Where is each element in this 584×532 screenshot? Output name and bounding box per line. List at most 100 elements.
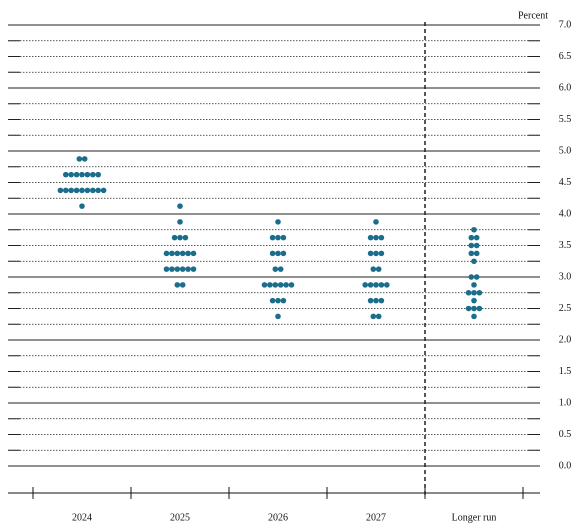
dot — [269, 297, 276, 304]
dot — [473, 242, 480, 249]
dot-group — [370, 266, 382, 272]
dot — [179, 250, 186, 257]
dot — [375, 313, 382, 320]
x-tick-label: Longer run — [452, 512, 497, 523]
dot — [280, 297, 287, 304]
dot-group — [63, 171, 101, 178]
dot — [84, 187, 91, 194]
dot-group — [362, 282, 390, 288]
dot — [174, 282, 181, 288]
dot-group — [269, 234, 287, 241]
dot — [468, 242, 475, 249]
dot-group — [465, 305, 483, 312]
dot — [280, 250, 287, 257]
dot — [76, 156, 83, 162]
dot — [471, 258, 477, 265]
dot — [63, 187, 69, 194]
dot — [57, 187, 64, 194]
dot — [471, 289, 477, 296]
dot-group — [471, 258, 477, 265]
dot — [185, 250, 191, 257]
dot — [179, 282, 186, 288]
dot — [373, 297, 379, 304]
dot — [275, 297, 281, 304]
dot — [367, 250, 374, 257]
dot — [177, 234, 183, 241]
dot-group — [269, 297, 287, 304]
dot — [171, 234, 178, 241]
y-tick-label: 0.5 — [559, 429, 572, 440]
dot-group — [471, 297, 477, 304]
dot-group — [471, 226, 477, 233]
dot — [370, 313, 377, 320]
dot-group — [367, 234, 385, 241]
dot — [79, 203, 85, 209]
dot — [471, 305, 477, 312]
dot — [471, 282, 477, 288]
dot — [95, 171, 101, 178]
dot-group — [76, 156, 88, 162]
dot-group — [367, 297, 385, 304]
y-axis-label: Percent — [518, 10, 548, 21]
dot — [90, 171, 96, 178]
dot-group — [177, 219, 183, 225]
dot-group — [177, 203, 183, 209]
y-tick-label: 6.5 — [559, 51, 572, 62]
y-tick-label: 4.5 — [559, 177, 572, 188]
dot — [185, 266, 191, 272]
y-tick-label: 3.5 — [559, 240, 572, 251]
dot-group — [468, 242, 480, 249]
dot — [275, 234, 281, 241]
x-tick-label: 2026 — [268, 512, 288, 523]
dot-group — [373, 219, 379, 225]
dot — [90, 187, 96, 194]
dot — [179, 266, 186, 272]
dot — [373, 250, 379, 257]
dot — [373, 234, 379, 241]
dot-group — [367, 250, 385, 257]
x-tick-label: 2027 — [366, 512, 386, 523]
y-tick-label: 2.0 — [559, 334, 572, 345]
dot-group — [465, 289, 483, 296]
dot-group — [468, 274, 480, 280]
dot-group — [468, 234, 480, 241]
dot — [384, 282, 390, 288]
dot — [468, 250, 475, 257]
y-tick-label: 3.0 — [559, 271, 572, 282]
dot-group — [261, 282, 295, 288]
dot — [373, 282, 379, 288]
dot — [174, 266, 181, 272]
dot-group — [471, 313, 477, 320]
dot-group — [269, 250, 287, 257]
dot — [378, 234, 385, 241]
dot — [261, 282, 268, 288]
dot — [468, 274, 475, 280]
x-tick-label: 2024 — [72, 512, 92, 523]
dot-group — [275, 313, 281, 320]
dot — [177, 219, 183, 225]
dot — [277, 266, 284, 272]
dot-group — [57, 187, 107, 194]
dot — [177, 203, 183, 209]
dot — [370, 266, 377, 272]
dot-group — [163, 266, 197, 272]
dot — [373, 219, 379, 225]
y-tick-label: 1.0 — [559, 397, 572, 408]
dot-group — [370, 313, 382, 320]
dot — [190, 266, 197, 272]
dot — [283, 282, 289, 288]
dot — [476, 305, 483, 312]
dot — [471, 313, 477, 320]
dot — [182, 234, 189, 241]
dot-group — [79, 203, 85, 209]
y-tick-label: 5.5 — [559, 114, 572, 125]
dot — [367, 234, 374, 241]
y-tick-label: 5.0 — [559, 145, 572, 156]
dot — [95, 187, 101, 194]
dot — [174, 250, 181, 257]
dot — [169, 266, 175, 272]
dot-group — [171, 234, 189, 241]
dot — [277, 282, 284, 288]
dot — [79, 171, 85, 178]
